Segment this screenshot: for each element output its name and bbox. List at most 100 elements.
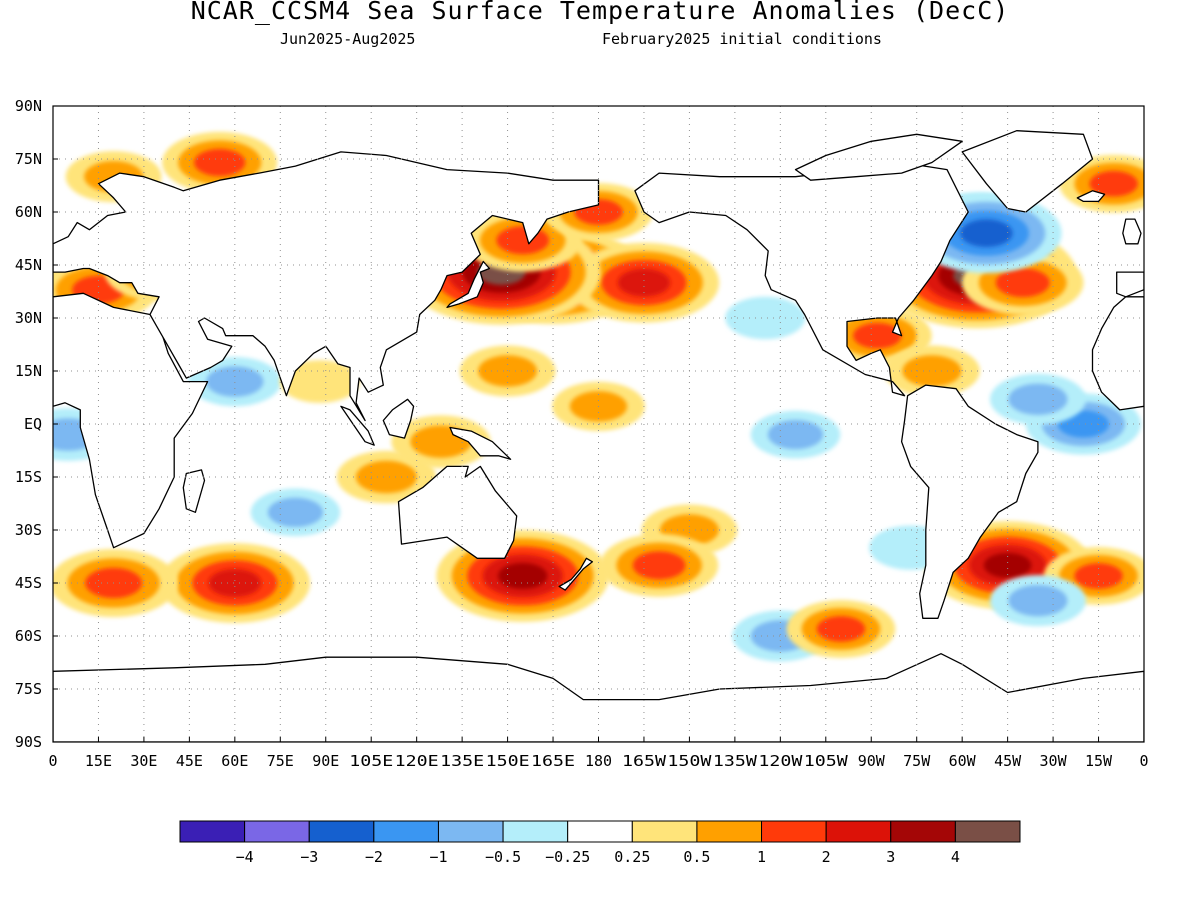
lat-tick-label: 90S bbox=[15, 733, 42, 751]
madagascar-land bbox=[182, 469, 206, 513]
colorbar-swatch bbox=[373, 820, 439, 843]
lat-tick-label: 45N bbox=[15, 256, 42, 274]
colorbar-swatch bbox=[825, 820, 892, 843]
grid-lines bbox=[53, 106, 1144, 742]
lat-tick-label: 60S bbox=[15, 627, 42, 645]
lat-tick-label: EQ bbox=[24, 415, 42, 433]
lon-tick-label: 0 bbox=[1139, 752, 1148, 770]
new-zealand-land bbox=[558, 557, 594, 591]
colorbar-label: −3 bbox=[300, 848, 318, 866]
borneo-land bbox=[382, 398, 415, 439]
arctic-archipelago-land bbox=[794, 133, 963, 181]
lon-tick-label: 0 bbox=[48, 752, 57, 770]
anomaly-contour bbox=[498, 562, 548, 590]
lon-tick-label: 120E bbox=[395, 752, 439, 770]
lon-tick-label: 90W bbox=[858, 752, 886, 770]
colorbar-label: −4 bbox=[236, 848, 254, 866]
anomaly-contour bbox=[267, 497, 324, 527]
colorbar-label: 4 bbox=[951, 848, 960, 866]
colorbar-label: −2 bbox=[365, 848, 383, 866]
anomaly-contour bbox=[355, 460, 417, 494]
british-isles-land bbox=[1122, 218, 1142, 245]
colorbar-label: 2 bbox=[822, 848, 831, 866]
anomaly-contour bbox=[983, 552, 1032, 578]
colorbar-label: 3 bbox=[886, 848, 895, 866]
anomaly-contour bbox=[995, 268, 1050, 298]
north-america-land bbox=[634, 161, 969, 397]
lon-tick-label: 135W bbox=[713, 752, 758, 770]
colorbar-swatch bbox=[502, 820, 569, 843]
colorbar-swatch bbox=[308, 820, 375, 843]
colorbar: −4 −3 −2 −1 −0.5 −0.25 0.25 0.5 1 2 3 4 bbox=[179, 820, 1021, 866]
colorbar-label: −0.5 bbox=[485, 848, 521, 866]
anomaly-contour bbox=[902, 355, 962, 387]
iberia-land bbox=[1116, 271, 1144, 298]
new-guinea-land bbox=[449, 426, 512, 460]
lon-tick-label: 15W bbox=[1085, 752, 1113, 770]
anomaly-contour bbox=[960, 219, 1013, 248]
australia-land bbox=[397, 465, 518, 559]
japan-land bbox=[446, 260, 491, 309]
lon-tick-label: 30W bbox=[1040, 752, 1068, 770]
lat-tick-label: 75N bbox=[15, 150, 42, 168]
anomaly-field bbox=[53, 131, 1144, 662]
lon-tick-label: 105W bbox=[804, 752, 849, 770]
lat-tick-label: 30N bbox=[15, 309, 42, 327]
lat-tick-label: 30S bbox=[15, 521, 42, 539]
colorbar-swatch bbox=[631, 820, 698, 843]
anomaly-contour bbox=[1074, 563, 1123, 589]
lat-tick-label: 60N bbox=[15, 203, 42, 221]
lon-tick-label: 165W bbox=[622, 752, 667, 770]
lon-tick-label: 60E bbox=[221, 752, 248, 770]
iceland-land bbox=[1076, 190, 1106, 203]
anomaly-contour bbox=[206, 366, 264, 397]
lon-tick-label: 180 bbox=[585, 752, 612, 770]
lat-tick-label: 45S bbox=[15, 574, 42, 592]
anomaly-contour bbox=[767, 420, 824, 450]
colorbar-swatch bbox=[954, 820, 1021, 843]
lon-tick-label: 15E bbox=[85, 752, 112, 770]
colorbar-swatch bbox=[696, 820, 763, 843]
lon-tick-label: 45E bbox=[176, 752, 203, 770]
anomaly-contour bbox=[1008, 383, 1068, 415]
anomaly-contour bbox=[816, 616, 866, 642]
colorbar-swatch bbox=[761, 820, 827, 843]
lat-tick-label: 90N bbox=[15, 97, 42, 115]
colorbar-label: 0.25 bbox=[614, 848, 650, 866]
greenland-land bbox=[961, 130, 1094, 213]
colorbar-swatch bbox=[179, 820, 246, 843]
colorbar-swatch bbox=[890, 820, 956, 843]
lat-tick-label: 15S bbox=[15, 468, 42, 486]
colorbar-label: −0.25 bbox=[545, 848, 590, 866]
colorbar-label: 1 bbox=[757, 848, 766, 866]
lat-tick-label: 75S bbox=[15, 680, 42, 698]
lon-tick-label: 120W bbox=[758, 752, 803, 770]
colorbar-swatch bbox=[244, 820, 310, 843]
lon-tick-label: 150W bbox=[667, 752, 712, 770]
colorbar-swatch bbox=[567, 820, 633, 843]
anomaly-contour bbox=[617, 268, 671, 297]
lon-tick-label: 75E bbox=[267, 752, 294, 770]
lon-tick-label: 105E bbox=[349, 752, 393, 770]
colorbar-swatch bbox=[437, 820, 504, 843]
anomaly-contour bbox=[478, 355, 538, 387]
initial-conditions: February2025 initial conditions bbox=[602, 30, 882, 48]
forecast-period: Jun2025-Aug2025 bbox=[280, 30, 416, 48]
lon-tick-label: 165E bbox=[531, 752, 575, 770]
anomaly-contour bbox=[496, 226, 550, 255]
anomaly-contour bbox=[853, 322, 902, 349]
colorbar-label: −1 bbox=[429, 848, 447, 866]
lon-tick-label: 60W bbox=[949, 752, 977, 770]
latitude-axis: 90N 75N 60N 45N 30N 15N EQ 15S 30S 45S 60S 75S 90S bbox=[15, 97, 58, 751]
longitude-axis: 0 15E 30E 45E 60E 75E 90E 105E 120E 135E 150E 165E 1… bbox=[48, 737, 1149, 770]
lon-tick-label: 135E bbox=[440, 752, 484, 770]
lon-tick-label: 45W bbox=[994, 752, 1022, 770]
lon-tick-label: 30E bbox=[130, 752, 157, 770]
africa-land-west bbox=[1091, 296, 1144, 411]
anomaly-contour bbox=[208, 569, 262, 597]
lon-tick-label: 90E bbox=[312, 752, 339, 770]
colorbar-label: 0.5 bbox=[683, 848, 710, 866]
antarctica-land bbox=[53, 653, 1144, 742]
lon-tick-label: 75W bbox=[903, 752, 931, 770]
